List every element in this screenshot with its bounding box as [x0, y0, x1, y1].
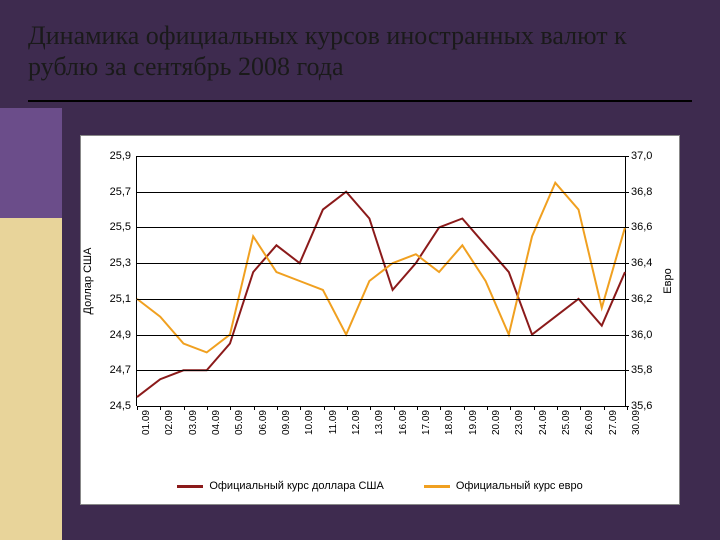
- x-tick: [417, 406, 418, 410]
- x-tick-label: 25.09: [561, 410, 572, 435]
- grid-line: [137, 406, 625, 407]
- y-axis-left-title: Доллар США: [82, 248, 94, 315]
- x-tick: [534, 406, 535, 410]
- grid-line: [137, 227, 625, 228]
- y-left-tick-label: 25,7: [110, 186, 131, 198]
- x-tick-label: 26.09: [584, 410, 595, 435]
- legend-swatch: [177, 485, 203, 488]
- x-tick-label: 16.09: [398, 410, 409, 435]
- y-right-tick-label: 36,4: [631, 257, 652, 269]
- x-tick: [300, 406, 301, 410]
- x-tick-label: 23.09: [514, 410, 525, 435]
- x-tick-label: 02.09: [164, 410, 175, 435]
- legend-item-eur: Официальный курс евро: [424, 480, 583, 492]
- x-tick: [324, 406, 325, 410]
- x-tick: [394, 406, 395, 410]
- legend-label: Официальный курс евро: [456, 480, 583, 492]
- legend-swatch: [424, 485, 450, 488]
- y-right-tick: [625, 227, 629, 228]
- y-right-tick: [625, 192, 629, 193]
- slide-title: Динамика официальных курсов иностранных …: [28, 20, 692, 82]
- grid-line: [137, 370, 625, 371]
- y-right-tick-label: 36,0: [631, 329, 652, 341]
- grid-line: [137, 335, 625, 336]
- y-left-tick-label: 24,7: [110, 364, 131, 376]
- grid-line: [137, 263, 625, 264]
- x-tick-label: 27.09: [608, 410, 619, 435]
- x-tick: [230, 406, 231, 410]
- x-tick-label: 04.09: [211, 410, 222, 435]
- y-left-tick-label: 25,3: [110, 257, 131, 269]
- x-tick-label: 05.09: [234, 410, 245, 435]
- title-underline: [28, 100, 692, 102]
- x-tick: [160, 406, 161, 410]
- x-tick: [277, 406, 278, 410]
- x-tick-label: 03.09: [188, 410, 199, 435]
- x-tick: [464, 406, 465, 410]
- x-tick: [370, 406, 371, 410]
- x-tick-label: 30.09: [631, 410, 642, 435]
- x-tick-label: 20.09: [491, 410, 502, 435]
- x-tick-label: 10.09: [304, 410, 315, 435]
- x-tick-label: 18.09: [444, 410, 455, 435]
- x-tick: [557, 406, 558, 410]
- left-accent-band: [0, 108, 62, 540]
- y-right-tick-label: 36,6: [631, 221, 652, 233]
- chart-legend: Официальный курс доллара США Официальный …: [81, 480, 679, 492]
- x-tick-label: 17.09: [421, 410, 432, 435]
- y-left-tick-label: 25,1: [110, 293, 131, 305]
- y-axis-right-title: Евро: [662, 268, 674, 293]
- x-tick-label: 06.09: [258, 410, 269, 435]
- y-left-tick-label: 24,9: [110, 329, 131, 341]
- x-tick-label: 24.09: [538, 410, 549, 435]
- x-tick-label: 12.09: [351, 410, 362, 435]
- y-right-tick-label: 36,8: [631, 186, 652, 198]
- grid-line: [137, 156, 625, 157]
- y-right-tick: [625, 263, 629, 264]
- x-tick-label: 13.09: [374, 410, 385, 435]
- y-right-tick: [625, 370, 629, 371]
- x-tick-label: 09.09: [281, 410, 292, 435]
- y-right-tick: [625, 156, 629, 157]
- y-right-tick-label: 36,2: [631, 293, 652, 305]
- y-right-tick-label: 35,8: [631, 364, 652, 376]
- x-tick: [627, 406, 628, 410]
- y-right-tick: [625, 335, 629, 336]
- x-tick: [137, 406, 138, 410]
- chart-container: 24,535,624,735,824,936,025,136,225,336,4…: [80, 135, 680, 505]
- left-band-bottom: [0, 218, 62, 540]
- x-tick: [440, 406, 441, 410]
- y-left-tick-label: 25,5: [110, 221, 131, 233]
- legend-label: Официальный курс доллара США: [209, 480, 384, 492]
- x-tick-label: 01.09: [141, 410, 152, 435]
- x-tick: [254, 406, 255, 410]
- x-tick: [580, 406, 581, 410]
- grid-line: [137, 192, 625, 193]
- grid-line: [137, 299, 625, 300]
- y-left-tick-label: 24,5: [110, 400, 131, 412]
- slide-root: Динамика официальных курсов иностранных …: [0, 0, 720, 540]
- x-tick: [604, 406, 605, 410]
- legend-item-usd: Официальный курс доллара США: [177, 480, 384, 492]
- x-tick-label: 11.09: [328, 410, 339, 434]
- series-eur: [137, 183, 625, 353]
- series-usd: [137, 192, 625, 397]
- chart-lines: [137, 156, 625, 406]
- x-tick: [347, 406, 348, 410]
- x-tick: [207, 406, 208, 410]
- left-band-top: [0, 108, 62, 218]
- y-left-tick-label: 25,9: [110, 150, 131, 162]
- x-tick: [487, 406, 488, 410]
- x-tick: [184, 406, 185, 410]
- y-right-tick: [625, 299, 629, 300]
- y-right-tick-label: 37,0: [631, 150, 652, 162]
- plot-area: 24,535,624,735,824,936,025,136,225,336,4…: [136, 156, 626, 406]
- x-tick-label: 19.09: [468, 410, 479, 435]
- x-tick: [510, 406, 511, 410]
